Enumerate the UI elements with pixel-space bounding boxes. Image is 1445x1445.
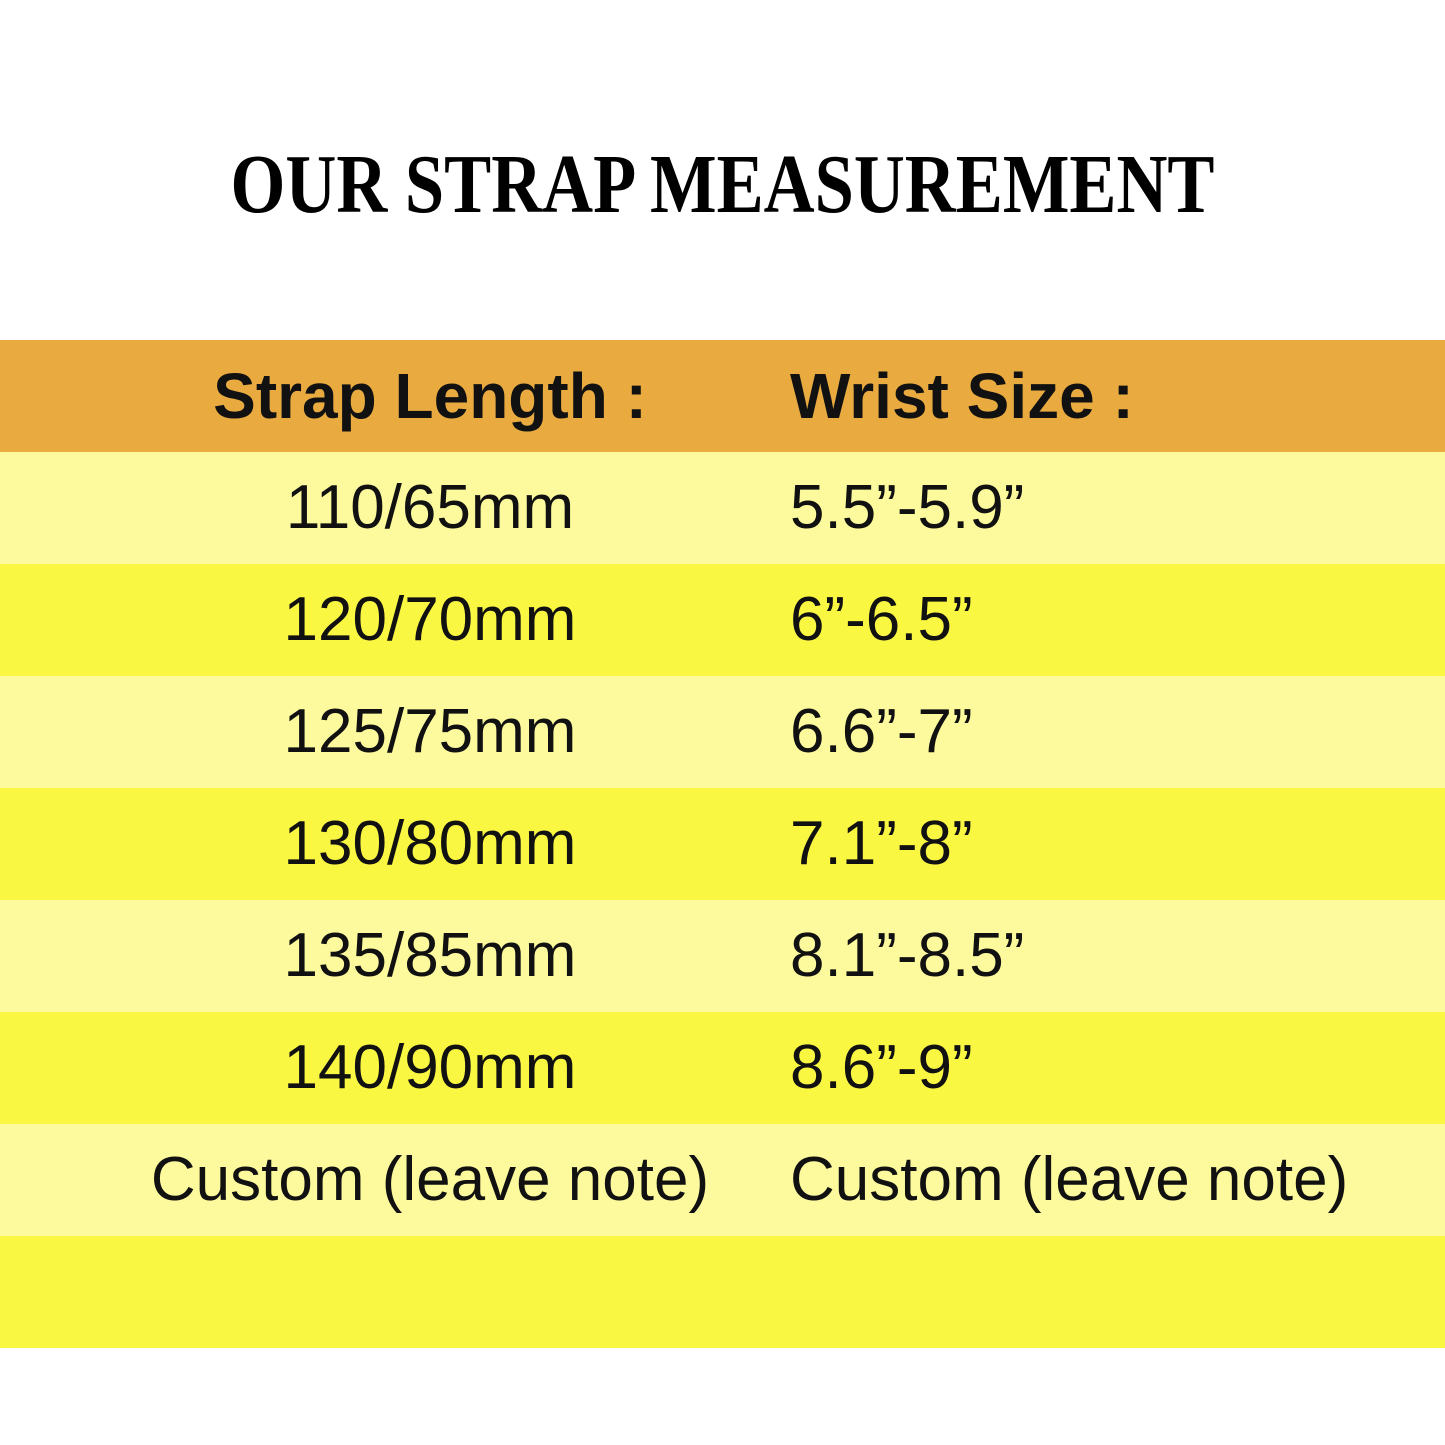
cell-wrist-size: 5.5”-5.9” — [790, 473, 1025, 542]
cell-wrist-size: 6”-6.5” — [790, 585, 973, 654]
table-row: 140/90mm 8.6”-9” — [0, 1012, 1445, 1124]
cell-strap-length: 125/75mm — [283, 697, 577, 766]
table-row: 125/75mm 6.6”-7” — [0, 676, 1445, 788]
cell-wrist-size: 8.1”-8.5” — [790, 921, 1025, 990]
cell-wrist-size: Custom (leave note) — [790, 1145, 1349, 1214]
cell-strap-length: 135/85mm — [283, 921, 577, 990]
table-row-empty — [0, 1236, 1445, 1348]
table-row-custom: Custom (leave note) Custom (leave note) — [0, 1124, 1445, 1236]
cell-strap-length: 140/90mm — [283, 1033, 577, 1102]
cell-strap-length: 120/70mm — [283, 585, 577, 654]
cell-strap-length: 110/65mm — [285, 473, 575, 542]
cell-wrist-size: 6.6”-7” — [790, 697, 973, 766]
table-row: 135/85mm 8.1”-8.5” — [0, 900, 1445, 1012]
table-row: 130/80mm 7.1”-8” — [0, 788, 1445, 900]
cell-wrist-size: 8.6”-9” — [790, 1033, 973, 1102]
table-row: 120/70mm 6”-6.5” — [0, 564, 1445, 676]
header-cell-strap-length: Strap Length : — [213, 360, 647, 432]
cell-strap-length: 130/80mm — [283, 809, 577, 878]
page-title: OUR STRAP MEASUREMENT — [230, 138, 1215, 231]
header-cell-wrist-size: Wrist Size : — [790, 360, 1134, 432]
table-row: 110/65mm 5.5”-5.9” — [0, 452, 1445, 564]
table-header-row: Strap Length : Wrist Size : — [0, 340, 1445, 452]
cell-wrist-size: 7.1”-8” — [790, 809, 973, 878]
cell-strap-length: Custom (leave note) — [150, 1145, 710, 1214]
measurement-table: Strap Length : Wrist Size : 110/65mm 5.5… — [0, 340, 1445, 1348]
